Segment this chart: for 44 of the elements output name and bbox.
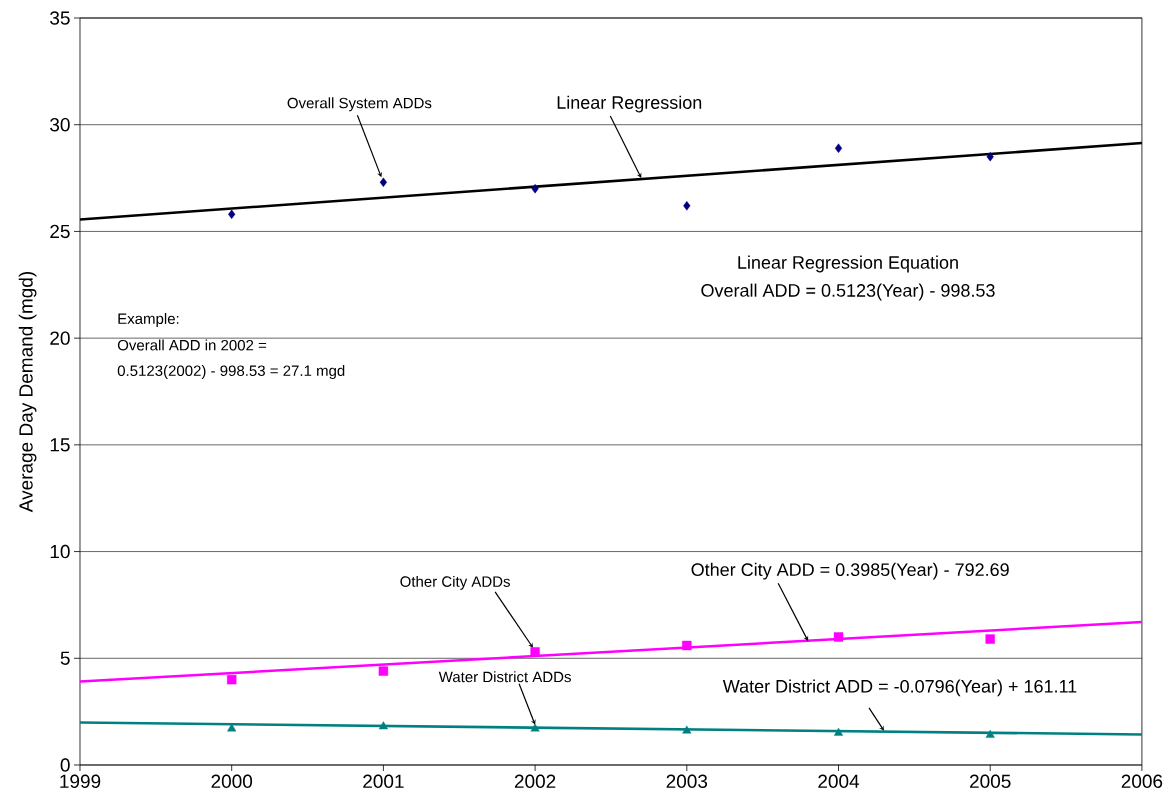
annotation: Water District ADD = -0.0796(Year) + 161.11: [722, 679, 1077, 697]
y-tick-label: 20: [50, 331, 70, 345]
point: [378, 666, 389, 676]
annotation: Overall ADD = 0.5123(Year) - 998.53: [701, 283, 995, 301]
x-tick-label: 2005: [970, 774, 1011, 788]
point: [378, 721, 388, 730]
point: [833, 727, 844, 736]
point: [833, 632, 844, 642]
annotation: Overall System ADDs: [287, 97, 432, 112]
point: [986, 152, 994, 162]
y-tick-label: 0: [60, 758, 70, 772]
y-tick-label: 15: [50, 438, 70, 452]
annotation: Water District ADDs: [438, 671, 571, 683]
y-tick-label: 25: [50, 224, 70, 239]
annotation: Linear Regression: [557, 95, 702, 113]
x-tick-label: 2003: [666, 774, 708, 788]
point: [985, 634, 995, 644]
point: [227, 674, 237, 685]
x-tick-label: 2000: [211, 774, 253, 788]
y-tick-label: 10: [50, 544, 70, 559]
point: [682, 725, 692, 734]
point: [228, 209, 236, 220]
y-tick-label: 35: [50, 11, 70, 25]
x-tick-label: 1999: [60, 774, 101, 788]
x-tick-label: 2006: [1121, 774, 1163, 788]
point: [531, 184, 539, 194]
point: [379, 177, 387, 188]
x-tick-label: 2002: [514, 774, 556, 788]
x-tick-label: 2001: [363, 774, 404, 788]
point: [985, 729, 995, 738]
point: [530, 723, 540, 732]
annotation: 0.5123(2002) - 998.53 = 27.1 mgd: [117, 365, 345, 379]
point: [682, 640, 692, 651]
annotation: Example:: [118, 313, 179, 327]
y-tick-label: 5: [60, 651, 70, 665]
annotation: Overall ADD in 2002 =: [117, 339, 267, 351]
annotation: Other City ADD = 0.3985(Year) - 792.69: [691, 562, 1009, 580]
annotation: Linear Regression Equation: [738, 255, 958, 273]
point: [683, 201, 691, 211]
y-tick-label: 30: [50, 117, 70, 132]
y-axis-title: Average Day Demand (mgd): [18, 271, 37, 513]
x-tick-label: 2004: [818, 774, 860, 788]
point: [834, 143, 843, 153]
annotation: Other City ADDs: [400, 575, 510, 590]
